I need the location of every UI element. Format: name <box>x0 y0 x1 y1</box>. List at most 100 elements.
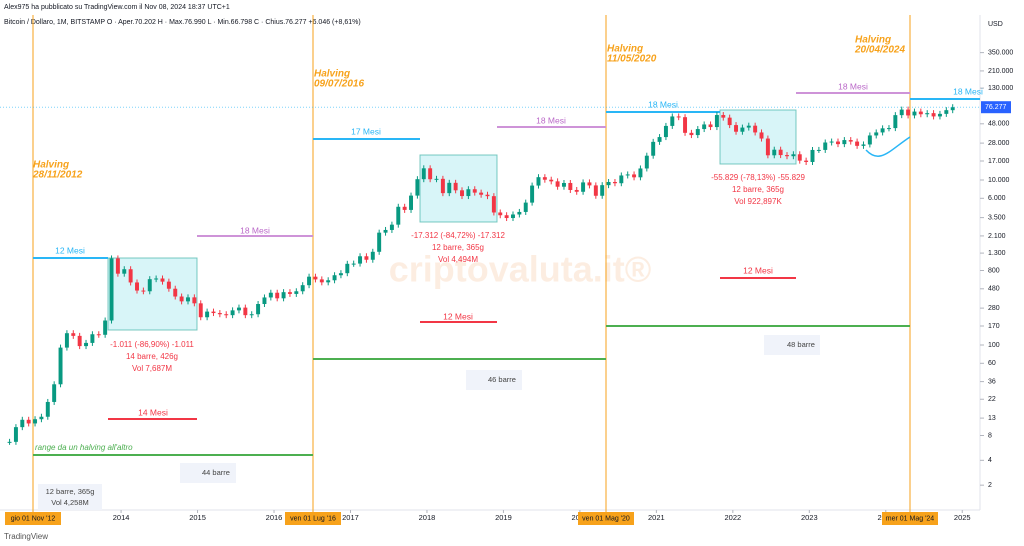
candle <box>466 189 471 197</box>
months-label: 17 Mesi <box>351 126 381 136</box>
candle <box>402 206 407 210</box>
drop-stat: -1.011 (-86,90%) -1.011 <box>110 340 194 349</box>
candle <box>205 311 210 318</box>
candle <box>447 182 452 194</box>
candle <box>479 192 484 195</box>
candle <box>861 144 866 146</box>
candle <box>676 116 681 118</box>
candle <box>600 185 605 196</box>
candle <box>829 141 834 143</box>
drop-box <box>419 154 498 223</box>
drop-box <box>107 257 198 331</box>
bars-count: 44 barre <box>202 468 230 477</box>
candle <box>345 263 350 274</box>
author-line: Alex975 ha pubblicato su TradingView.com… <box>4 4 230 11</box>
candle <box>734 125 739 132</box>
candle <box>874 132 879 136</box>
candle <box>211 311 216 314</box>
candle <box>198 303 203 318</box>
candle <box>122 269 127 274</box>
curve <box>865 136 911 157</box>
candle <box>90 334 95 343</box>
last-price-box <box>981 101 1011 114</box>
candle <box>71 333 76 336</box>
halving-date-label: ven 01 Lug '16 <box>290 515 336 522</box>
candle <box>415 179 420 196</box>
bars-count: 48 barre <box>787 340 815 349</box>
candle <box>103 320 108 335</box>
candle <box>13 427 18 442</box>
y-tick-label: 13 <box>988 415 996 422</box>
y-tick-label: 2 <box>988 482 992 489</box>
candle <box>313 276 318 280</box>
candle <box>651 141 656 156</box>
candle <box>542 177 547 180</box>
candle <box>695 129 700 136</box>
candle <box>52 384 57 402</box>
candle <box>7 441 12 443</box>
candle <box>256 304 261 315</box>
halving-date-label: gio 01 Nov '12 <box>11 515 56 522</box>
symbol-line: Bitcoin / Dollaro, 1M, BITSTAMP O · Aper… <box>4 19 361 26</box>
months-label: 12 Mesi <box>55 245 85 255</box>
candle <box>759 132 764 139</box>
candle <box>173 288 178 297</box>
candle <box>848 140 853 142</box>
candle <box>383 229 388 233</box>
candle <box>243 307 248 316</box>
candle <box>511 214 515 219</box>
candle <box>899 109 904 116</box>
candle <box>746 125 751 128</box>
y-tick-label: 210.000 <box>988 68 1013 75</box>
y-tick-label: 10.000 <box>988 177 1010 184</box>
range-box <box>38 484 102 510</box>
halving-title: Halving <box>607 44 643 55</box>
candle <box>683 117 688 133</box>
candle <box>300 285 305 292</box>
y-tick-label: 480 <box>988 286 1000 293</box>
candle <box>797 154 802 161</box>
candle <box>491 196 496 213</box>
y-tick-label: 2.100 <box>988 233 1006 240</box>
bars-box <box>764 335 820 355</box>
candle <box>714 115 719 128</box>
halving-date-box <box>882 512 938 525</box>
candle <box>377 232 382 252</box>
halving-title: Halving <box>855 35 891 46</box>
candle <box>20 419 25 428</box>
candle <box>612 181 617 184</box>
candle <box>893 115 898 129</box>
candle <box>587 182 592 186</box>
candle <box>338 273 343 276</box>
footer: TradingView <box>4 532 48 541</box>
candle <box>64 333 69 348</box>
drop-stat: Vol 7,687M <box>132 364 172 373</box>
candle <box>842 140 847 145</box>
y-tick-label: 280 <box>988 305 1000 312</box>
halving-date-label: ven 01 Mag '20 <box>582 515 630 522</box>
candle <box>855 141 860 146</box>
drop-stat: 12 barre, 365g <box>732 185 784 194</box>
halving-lines <box>32 15 911 525</box>
candle <box>561 182 566 187</box>
months-label: 18 Mesi <box>240 225 270 235</box>
candle <box>33 419 38 424</box>
candle <box>160 278 165 282</box>
candle <box>236 307 241 311</box>
candle <box>434 178 439 180</box>
candle <box>115 258 120 274</box>
candle <box>740 127 745 132</box>
x-tick-label: 2016 <box>266 513 283 522</box>
x-tick-label: 2025 <box>954 513 971 522</box>
candle <box>523 202 528 212</box>
y-tick-label: 36 <box>988 378 996 385</box>
candle <box>326 280 331 283</box>
candle <box>517 211 522 215</box>
candle <box>823 142 828 150</box>
last-price-label: 76.277 <box>985 104 1007 111</box>
watermark: criptovaluta.it® <box>389 249 652 290</box>
bars-count: 46 barre <box>488 375 516 384</box>
candle <box>657 137 662 142</box>
months-label: 14 Mesi <box>138 407 168 417</box>
